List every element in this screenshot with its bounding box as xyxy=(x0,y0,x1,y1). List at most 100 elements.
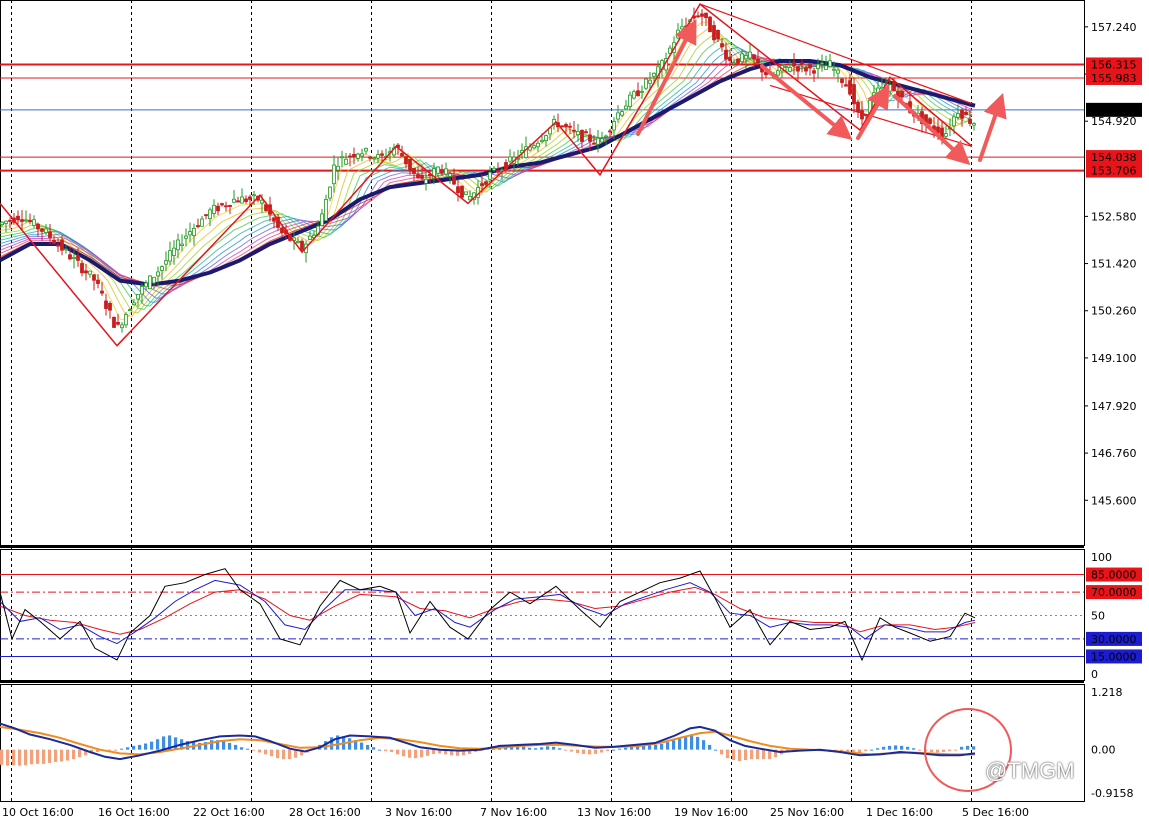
macd-bar xyxy=(42,749,46,764)
candle-body xyxy=(36,223,40,230)
macd-bar xyxy=(336,735,340,750)
candle-body xyxy=(972,123,976,126)
candle-body xyxy=(444,168,448,175)
macd-bar xyxy=(36,749,40,764)
candle-body xyxy=(88,270,92,275)
macd-bar xyxy=(6,749,10,766)
candle-body xyxy=(32,219,36,226)
macd-bar xyxy=(864,749,868,752)
macd-bar xyxy=(120,748,124,750)
candle-body xyxy=(128,309,132,312)
candle-body xyxy=(380,153,384,156)
candle-body xyxy=(52,240,56,244)
stoch-level-box xyxy=(1086,567,1142,582)
candle-body xyxy=(264,204,268,211)
macd-bar xyxy=(66,749,70,761)
candle-body xyxy=(80,263,84,274)
macd-bar xyxy=(204,742,208,750)
macd-bar xyxy=(606,749,610,752)
candle-body xyxy=(860,110,864,120)
price-label-box xyxy=(1086,57,1142,72)
candle-body xyxy=(192,228,196,236)
y-tick-label: 154.920 xyxy=(1091,115,1137,128)
y-tick-label: 150.260 xyxy=(1091,305,1137,318)
candle-body xyxy=(244,198,248,202)
macd-bar xyxy=(912,748,916,750)
candle-body xyxy=(648,79,652,84)
candle-body xyxy=(368,156,372,159)
macd-bar xyxy=(570,749,574,752)
macd-bar xyxy=(432,749,436,754)
macd-bar xyxy=(126,747,130,750)
candle-body xyxy=(576,130,580,136)
candle-body xyxy=(840,78,844,83)
macd-bar xyxy=(132,745,136,750)
candle-body xyxy=(612,121,616,131)
candle-body xyxy=(448,173,452,177)
macd-bar xyxy=(756,749,760,760)
candle-body xyxy=(48,231,52,239)
candle-body xyxy=(464,191,468,195)
macd-bar xyxy=(876,748,880,750)
x-tick-label: 13 Nov 16:00 xyxy=(577,806,651,819)
panel-frame-3 xyxy=(0,684,1085,802)
macd-bar xyxy=(678,738,682,750)
candle-body xyxy=(484,181,488,185)
candle-body xyxy=(300,240,304,251)
candle-body xyxy=(636,90,640,97)
candle-body xyxy=(120,324,124,329)
macd-bar xyxy=(546,746,550,750)
macd-bar xyxy=(654,744,658,750)
candle-body xyxy=(488,171,492,180)
macd-bar xyxy=(420,749,424,758)
candle-body xyxy=(360,153,364,157)
y-tick-label: 151.420 xyxy=(1091,258,1137,271)
macd-bar xyxy=(114,749,118,751)
macd-bar xyxy=(354,740,358,750)
candle-body xyxy=(140,286,144,295)
macd-bar xyxy=(456,749,460,756)
candle-body xyxy=(148,275,152,290)
x-tick-label: 28 Oct 16:00 xyxy=(289,806,361,819)
candle-body xyxy=(756,58,760,64)
candle-body xyxy=(164,260,168,265)
candle-body xyxy=(540,139,544,142)
macd-bar xyxy=(600,749,604,753)
candle-body xyxy=(588,134,592,142)
macd-bar xyxy=(720,749,724,755)
macd-bar xyxy=(48,749,52,763)
macd-bar xyxy=(942,749,946,753)
macd-bar xyxy=(390,749,394,753)
candle-body xyxy=(168,250,172,262)
candle-body xyxy=(76,255,80,261)
y-tick-label: 146.760 xyxy=(1091,447,1137,460)
x-tick-label: 25 Nov 16:00 xyxy=(770,806,844,819)
macd-bar xyxy=(198,743,202,750)
y-tick-label: 147.920 xyxy=(1091,400,1137,413)
candle-body xyxy=(804,67,808,72)
macd-bar xyxy=(726,749,730,759)
macd-bar xyxy=(744,749,748,761)
candle-body xyxy=(532,145,536,149)
candle-body xyxy=(260,199,264,204)
candle-body xyxy=(808,64,812,69)
candle-body xyxy=(624,105,628,110)
candle-body xyxy=(420,174,424,179)
macd-bar xyxy=(372,747,376,750)
candle-body xyxy=(620,111,624,116)
candle-body xyxy=(956,113,960,118)
macd-bar xyxy=(900,745,904,750)
macd-bar xyxy=(216,740,220,750)
candle-body xyxy=(680,26,684,30)
macd-bar xyxy=(702,740,706,750)
candle-body xyxy=(252,194,256,197)
macd-bar xyxy=(0,749,4,765)
macd-bar xyxy=(618,748,622,750)
candle-body xyxy=(712,25,716,41)
y-tick-label: 152.580 xyxy=(1091,210,1137,223)
candle-body xyxy=(336,165,340,171)
stoch-y-tick: 0 xyxy=(1091,668,1098,681)
macd-bar xyxy=(918,749,922,751)
candle-body xyxy=(524,146,528,158)
macd-bar xyxy=(960,746,964,750)
